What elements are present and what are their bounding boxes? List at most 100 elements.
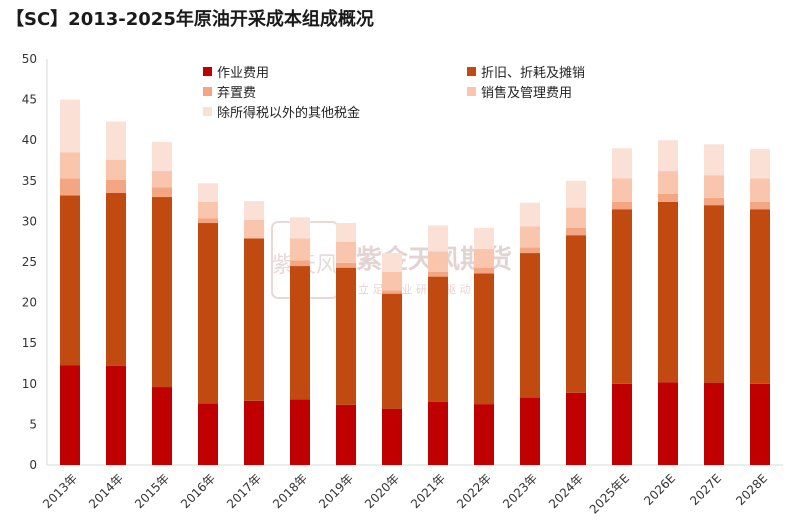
bar-segment-3 <box>428 271 448 277</box>
legend-swatch <box>467 67 476 76</box>
y-tick-label: 50 <box>22 52 37 66</box>
bar-segment-3 <box>704 197 724 206</box>
bar-segment-1 <box>290 399 310 465</box>
bar-segment-2 <box>60 195 80 366</box>
bar-segment-1 <box>750 383 770 465</box>
bar-stack <box>106 121 126 465</box>
bar-segment-5 <box>198 183 218 202</box>
bar-segment-5 <box>612 148 632 179</box>
bar-segment-4 <box>704 175 724 198</box>
bar-segment-3 <box>290 260 310 267</box>
bar-segment-4 <box>520 226 540 248</box>
x-tick-label: 2023年 <box>500 471 540 511</box>
bar-stack <box>382 253 402 465</box>
bar-segment-5 <box>336 223 356 242</box>
bar-segment-2 <box>244 238 264 401</box>
bar-segment-2 <box>382 293 402 409</box>
bar-segment-3 <box>198 218 218 224</box>
bar-segment-2 <box>336 267 356 405</box>
bar-segment-1 <box>520 397 540 465</box>
legend-swatch <box>467 87 476 96</box>
bar-segment-4 <box>474 249 494 268</box>
bar-stack <box>428 225 448 465</box>
bars <box>60 99 770 465</box>
legend-item: 除所得税以外的其他税金 <box>203 105 360 121</box>
x-tick-label: 2013年 <box>40 471 80 511</box>
y-tick-label: 5 <box>29 417 37 431</box>
bar-stack <box>244 201 264 465</box>
x-tick-label: 2028E <box>733 471 770 508</box>
x-tick-label: 2019年 <box>316 471 356 511</box>
x-tick-label: 2021年 <box>408 471 448 511</box>
bar-segment-5 <box>658 140 678 172</box>
legend-item: 作业费用 <box>203 66 269 81</box>
x-tick-label: 2024年 <box>546 471 586 511</box>
bar-segment-2 <box>474 273 494 405</box>
bar-segment-4 <box>658 171 678 194</box>
bar-segment-2 <box>658 201 678 383</box>
x-tick-label: 2014年 <box>86 471 126 511</box>
bar-segment-1 <box>612 383 632 465</box>
bar-stack <box>290 217 310 465</box>
bar-segment-4 <box>382 271 402 291</box>
watermark-slogan: 立 足 产 业 研 究 驱 动 <box>358 282 470 296</box>
x-tick-label: 2016年 <box>178 471 218 511</box>
bar-segment-1 <box>382 408 402 465</box>
y-tick-label: 40 <box>22 133 37 147</box>
bar-segment-4 <box>152 171 172 188</box>
bar-segment-2 <box>612 209 632 384</box>
bar-segment-3 <box>106 179 126 193</box>
bar-stack <box>612 148 632 465</box>
bar-segment-2 <box>566 235 586 393</box>
bar-segment-1 <box>198 403 218 465</box>
bar-segment-5 <box>290 217 310 239</box>
bar-segment-1 <box>106 365 126 465</box>
bar-segment-5 <box>428 225 448 252</box>
bar-segment-5 <box>152 141 172 172</box>
x-tick-label: 2027E <box>687 471 724 508</box>
bar-segment-3 <box>60 178 80 196</box>
bar-segment-5 <box>244 201 264 220</box>
bar-stack <box>704 144 724 465</box>
legend-item: 折旧、折耗及摊销 <box>467 66 585 81</box>
bar-segment-2 <box>704 205 724 383</box>
bar-segment-1 <box>336 404 356 465</box>
bar-segment-2 <box>290 266 310 400</box>
bar-segment-2 <box>520 253 540 398</box>
bar-segment-5 <box>566 180 586 208</box>
bar-segment-4 <box>428 251 448 272</box>
bar-segment-3 <box>612 201 632 210</box>
bar-segment-4 <box>750 178 770 202</box>
bar-segment-2 <box>198 223 218 404</box>
bar-segment-4 <box>198 201 218 219</box>
bar-segment-5 <box>106 121 126 160</box>
y-tick-label: 10 <box>22 377 37 391</box>
legend-swatch <box>203 67 212 76</box>
bar-segment-5 <box>520 202 540 227</box>
y-tick-label: 0 <box>29 458 37 472</box>
y-tick-label: 35 <box>22 174 37 188</box>
bar-segment-3 <box>566 227 586 236</box>
legend-item: 弃置费 <box>203 86 256 101</box>
y-tick-label: 15 <box>22 336 37 350</box>
legend-label: 除所得税以外的其他税金 <box>217 105 360 121</box>
bar-segment-5 <box>750 149 770 179</box>
bar-segment-1 <box>428 401 448 465</box>
bar-stack <box>750 149 770 465</box>
bar-segment-1 <box>60 365 80 465</box>
x-tick-label: 2025年E <box>587 471 632 516</box>
legend-swatch <box>203 107 212 116</box>
legend-label: 作业费用 <box>217 66 269 81</box>
bar-segment-3 <box>336 262 356 268</box>
bar-segment-1 <box>474 404 494 465</box>
chart-title: 【SC】2013-2025年原油开采成本组成概况 <box>6 9 374 30</box>
bar-segment-5 <box>704 144 724 176</box>
bar-segment-3 <box>474 267 494 274</box>
bar-segment-1 <box>244 400 264 465</box>
y-tick-label: 25 <box>22 255 37 269</box>
bar-segment-3 <box>152 187 172 198</box>
legend-label: 销售及管理费用 <box>481 85 572 101</box>
x-tick-label: 2026E <box>641 471 678 508</box>
